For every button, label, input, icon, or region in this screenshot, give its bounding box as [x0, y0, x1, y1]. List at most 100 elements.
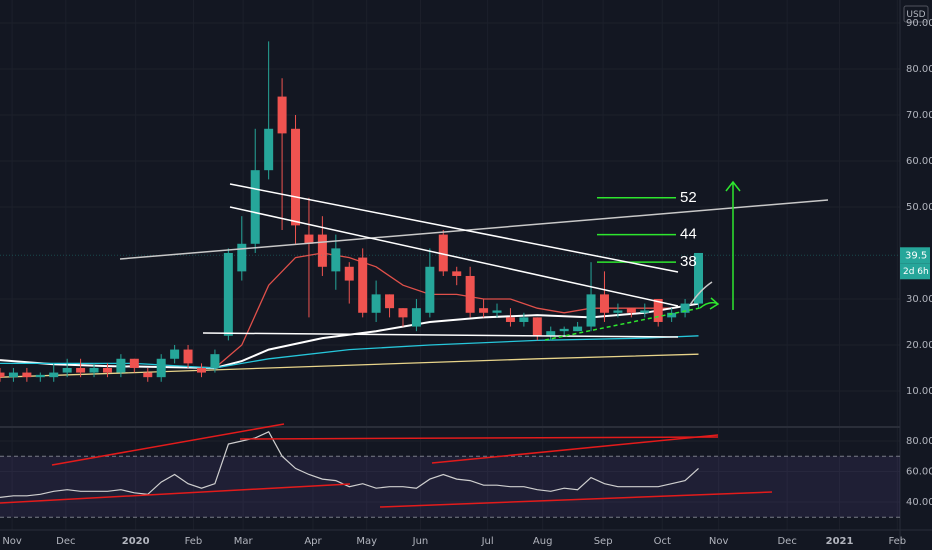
countdown-tag: [900, 263, 930, 280]
candle-body: [559, 328, 569, 332]
candle-body: [398, 308, 408, 318]
candle-body: [250, 170, 260, 244]
candle-body: [8, 372, 18, 378]
candle-body: [680, 303, 690, 313]
x-tick-label: Dec: [777, 536, 796, 547]
rsi-trend-line: [0, 483, 351, 504]
rsi-trend-line: [51, 423, 285, 466]
candle-body: [479, 308, 489, 313]
candle-body: [49, 372, 59, 378]
y-tick-label: 70.00: [906, 110, 932, 121]
candle-body: [573, 326, 583, 332]
candle-body: [613, 310, 623, 313]
y-tick-label: 10.00: [906, 386, 932, 397]
candle-body: [505, 317, 515, 322]
countdown: 2d 6h: [903, 267, 929, 277]
trend-line: [119, 199, 829, 260]
currency: USD: [906, 10, 925, 20]
candle-body: [196, 367, 206, 373]
candle-body: [438, 234, 448, 272]
candle-body: [465, 275, 475, 313]
rsi-trend-line: [431, 434, 719, 464]
candle-body: [291, 128, 301, 226]
candle-body: [76, 367, 86, 373]
candle-body: [492, 310, 502, 313]
candle-body: [0, 372, 5, 378]
candle-body: [210, 354, 220, 368]
y-tick-label: 90.00: [906, 18, 932, 29]
pane-separator: [0, 426, 900, 428]
trend-line: [689, 281, 713, 306]
candle-body: [35, 374, 45, 378]
trend-line: [229, 206, 679, 307]
trend-line: [229, 183, 679, 273]
y-tick-label: 80.00: [906, 436, 932, 447]
plot: [0, 41, 900, 518]
y-tick-label: 20.00: [906, 340, 932, 351]
y-tick-label: 60.00: [906, 156, 932, 167]
y-tick-label: 30.00: [906, 294, 932, 305]
target-label: 44: [680, 226, 697, 243]
y-tick-label: 40.00: [906, 497, 932, 508]
moving-average: [0, 353, 699, 378]
target-label: 38: [680, 253, 697, 270]
candle-body: [425, 266, 435, 313]
candle-body: [62, 367, 72, 373]
candle-body: [277, 96, 287, 134]
candle-body: [237, 243, 247, 272]
candle-body: [89, 367, 99, 373]
rsi-line: [0, 431, 699, 498]
x-tick-label: 2020: [122, 536, 150, 547]
drawings: [0, 180, 829, 508]
candle-body: [532, 317, 542, 336]
target-label: 52: [680, 189, 697, 206]
candle-body: [170, 349, 180, 359]
x-tick-label: Apr: [304, 536, 322, 547]
x-tick-label: 2021: [826, 536, 854, 547]
candle-body: [129, 358, 139, 368]
y-tick-label: 80.00: [906, 64, 932, 75]
candle-body: [183, 349, 193, 364]
candle-body: [344, 266, 354, 281]
candle-body: [452, 271, 462, 276]
currency-box: [903, 5, 929, 23]
candle-body: [331, 248, 341, 272]
price-tag: [900, 247, 930, 264]
candle-body: [546, 331, 556, 336]
moving-average: [0, 302, 699, 370]
candle-body: [411, 308, 421, 327]
candle-body: [667, 312, 677, 318]
trend-line: [202, 332, 679, 338]
candle-body: [143, 372, 153, 378]
arrow: [725, 180, 741, 310]
rsi-band: [0, 456, 900, 518]
candle-body: [304, 234, 314, 244]
candle-body: [358, 257, 368, 313]
candle-body: [653, 298, 663, 322]
candle-body: [156, 358, 166, 378]
candle-body: [223, 252, 233, 336]
candle-body: [640, 310, 650, 313]
x-tick-label: Jun: [412, 536, 429, 547]
last-price: 39.5: [905, 250, 927, 261]
candle-body: [519, 317, 529, 322]
candle-body: [599, 294, 609, 313]
candle-body: [586, 294, 596, 327]
y-tick-label: 50.00: [906, 202, 932, 213]
trend-line: [544, 307, 701, 341]
candle-body: [264, 128, 274, 171]
x-tick-label: Dec: [56, 536, 75, 547]
arrow: [699, 297, 720, 310]
x-tick-label: Jul: [481, 536, 494, 547]
x-tick-label: Nov: [2, 536, 22, 547]
x-tick-label: Sep: [594, 536, 613, 547]
x-tick-label: Oct: [654, 536, 671, 547]
x-tick-label: Feb: [888, 536, 906, 547]
rsi-trend-line: [239, 436, 719, 440]
candle-body: [22, 372, 32, 378]
x-tick-label: Mar: [234, 536, 254, 547]
candle-body: [694, 252, 704, 304]
x-tick-label: May: [356, 536, 377, 547]
rsi-trend-line: [379, 491, 773, 508]
